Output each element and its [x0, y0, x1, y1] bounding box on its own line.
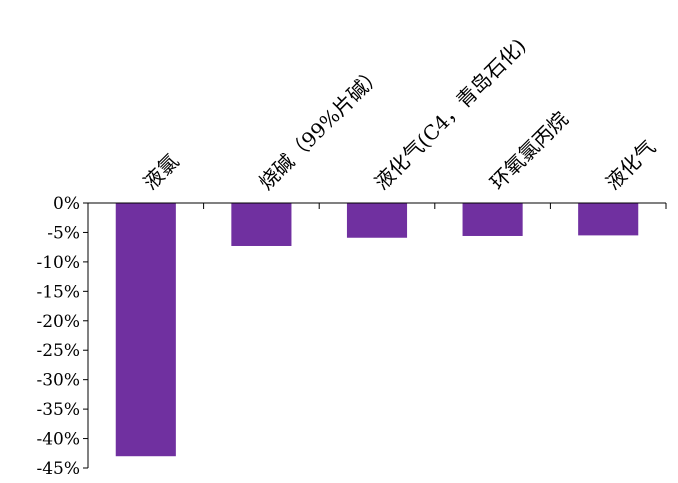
category-label: 环氧氯丙烷 — [485, 107, 573, 195]
x-axis — [88, 202, 667, 209]
y-tick-label: -40% — [36, 430, 80, 450]
y-tick-label: -5% — [47, 223, 80, 243]
y-axis: 0% -5% -10% -15% -20% -25% -30% -35% -40% -45% — [36, 194, 89, 479]
category-labels: 液氯 烧碱（99%片碱）液化气(C4，青岛石化)环氧氯丙烷 液化气 — [138, 34, 660, 195]
y-tick-label: -20% — [36, 312, 80, 332]
y-tick-label: -15% — [36, 282, 80, 302]
y-tick-label: -30% — [36, 371, 80, 391]
y-tick-label: -25% — [36, 341, 80, 361]
category-label: 液氯 — [138, 149, 183, 194]
bar — [346, 203, 408, 238]
y-tick-label: -35% — [36, 400, 80, 420]
y-tick-label: -10% — [36, 253, 80, 273]
bar — [578, 203, 639, 236]
category-label: 液化气 — [601, 135, 660, 194]
bar — [115, 203, 176, 457]
bar — [231, 203, 292, 246]
category-label: 烧碱（99%片碱） — [254, 61, 387, 194]
bar — [462, 203, 523, 236]
bars — [115, 203, 639, 457]
y-tick-label: -45% — [36, 459, 80, 479]
y-tick-label: 0% — [53, 194, 80, 214]
